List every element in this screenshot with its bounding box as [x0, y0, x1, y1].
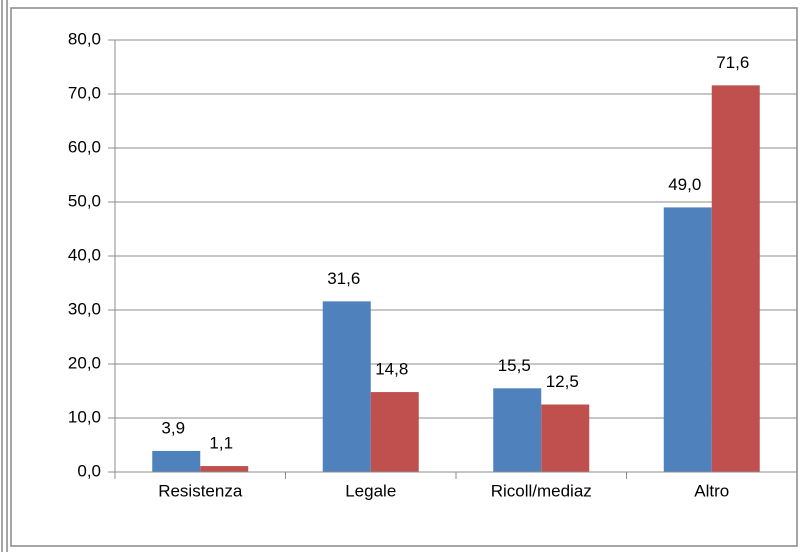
y-tick-label: 70,0 [68, 83, 101, 102]
x-tick-label: Altro [694, 481, 729, 500]
data-label: 31,6 [327, 269, 360, 288]
x-tick-label: Resistenza [158, 481, 243, 500]
bar [200, 466, 249, 472]
bar [541, 404, 590, 472]
data-label: 3,9 [161, 418, 185, 437]
data-label: 49,0 [668, 175, 701, 194]
bar [152, 450, 201, 472]
data-label: 12,5 [546, 372, 579, 391]
y-tick-label: 50,0 [68, 191, 101, 210]
bar [663, 207, 712, 472]
bar [711, 85, 760, 473]
data-label: 1,1 [209, 434, 233, 453]
bar [493, 388, 542, 472]
x-tick-label: Legale [345, 481, 396, 500]
data-label: 71,6 [716, 53, 749, 72]
y-tick-label: 0,0 [77, 461, 101, 480]
data-label: 14,8 [375, 360, 408, 379]
y-tick-label: 60,0 [68, 137, 101, 156]
y-tick-label: 80,0 [68, 29, 101, 48]
y-tick-label: 20,0 [68, 353, 101, 372]
y-tick-label: 10,0 [68, 407, 101, 426]
chart-border [10, 7, 798, 547]
bar [370, 392, 419, 472]
x-tick-label: Ricoll/mediaz [491, 481, 592, 500]
y-tick-label: 30,0 [68, 299, 101, 318]
y-tick-label: 40,0 [68, 245, 101, 264]
data-label: 15,5 [498, 356, 531, 375]
bar [322, 301, 371, 472]
